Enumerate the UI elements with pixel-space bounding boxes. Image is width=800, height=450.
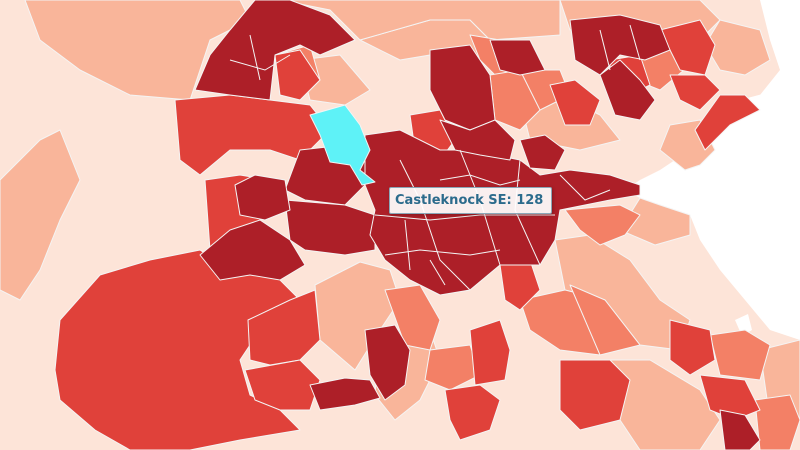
region-m3[interactable] bbox=[564, 204, 641, 246]
region-d15[interactable] bbox=[519, 134, 566, 171]
region-r6[interactable] bbox=[274, 49, 321, 101]
region-north-central[interactable] bbox=[279, 0, 561, 41]
region-r9[interactable] bbox=[669, 74, 721, 111]
dublin-bay bbox=[625, 0, 800, 340]
region-r2[interactable] bbox=[247, 289, 321, 366]
region-m8[interactable] bbox=[709, 329, 771, 381]
region-d8[interactable] bbox=[439, 119, 516, 161]
region-d5[interactable] bbox=[234, 174, 291, 221]
region-m9[interactable] bbox=[754, 394, 800, 450]
region-far-south[interactable] bbox=[599, 359, 721, 450]
region-r10[interactable] bbox=[694, 94, 761, 151]
region-m7[interactable] bbox=[424, 344, 481, 391]
region-inner-light-2[interactable] bbox=[299, 54, 371, 106]
region-d11[interactable] bbox=[599, 59, 656, 121]
region-r14[interactable] bbox=[669, 319, 716, 376]
region-d9[interactable] bbox=[489, 39, 546, 76]
tooltip-text: Castleknock SE: 128 bbox=[395, 193, 544, 208]
coast-inlet-south bbox=[735, 314, 752, 336]
region-m5[interactable] bbox=[569, 284, 641, 356]
region-r3[interactable] bbox=[244, 359, 321, 411]
region-r17[interactable] bbox=[549, 79, 601, 126]
region-d14[interactable] bbox=[719, 409, 761, 450]
region-d3[interactable] bbox=[284, 199, 376, 256]
region-r11[interactable] bbox=[469, 319, 511, 386]
region-r13[interactable] bbox=[559, 359, 631, 431]
map-tooltip: Castleknock SE: 128 bbox=[389, 187, 553, 214]
region-d10[interactable] bbox=[569, 14, 671, 76]
region-r15[interactable] bbox=[699, 374, 761, 421]
region-d1[interactable] bbox=[194, 0, 356, 101]
region-d12[interactable] bbox=[364, 324, 411, 401]
region-r12[interactable] bbox=[444, 384, 501, 441]
region-west-strip[interactable] bbox=[0, 129, 81, 301]
region-d4[interactable] bbox=[199, 219, 306, 281]
region-castleknock-se[interactable] bbox=[309, 104, 376, 186]
region-d13[interactable] bbox=[309, 377, 381, 411]
region-sw-light[interactable] bbox=[314, 261, 401, 371]
